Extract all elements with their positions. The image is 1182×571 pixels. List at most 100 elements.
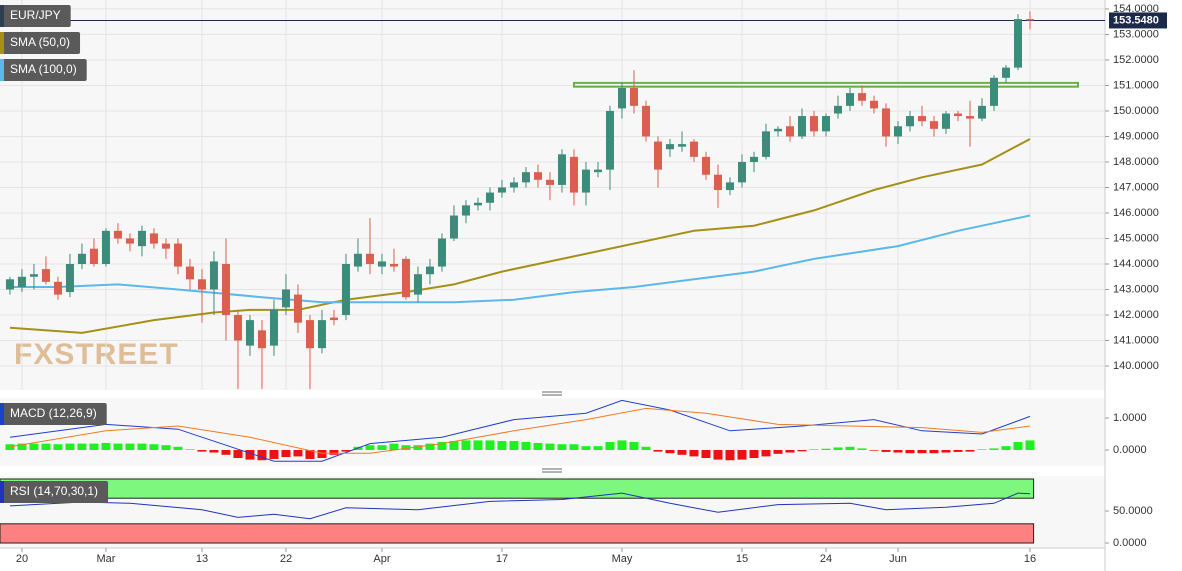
resistance-zone (572, 81, 1079, 88)
histogram-bar (305, 450, 315, 459)
candle-body (797, 116, 806, 137)
candle-body (41, 269, 50, 282)
histogram-bar (905, 450, 915, 454)
legend-item: RSI (14,70,30,1) (0, 481, 109, 503)
histogram-bar (341, 450, 351, 452)
y-tick-label: 153.0000 (1113, 28, 1159, 40)
candle-body (593, 169, 602, 173)
candle-body (701, 156, 710, 175)
histogram-bar (449, 441, 459, 450)
candle-body (629, 87, 638, 106)
candle-body (137, 230, 146, 247)
candle-body (293, 294, 302, 323)
indicator-line (9, 407, 1031, 454)
watermark: FXSTREET (14, 338, 179, 371)
legend-box (0, 403, 107, 425)
histogram-bar (137, 443, 147, 450)
candle-body (77, 253, 86, 264)
candle-body (281, 289, 290, 308)
candle-body (5, 279, 14, 290)
macd-panel (0, 398, 1105, 466)
histogram-bar (269, 450, 279, 459)
candle-body (425, 266, 434, 275)
histogram-bar (185, 449, 195, 450)
candle-body (665, 144, 674, 150)
candle-body (53, 281, 62, 295)
histogram-bar (113, 443, 123, 450)
candle-body (461, 205, 470, 216)
candle-body (29, 274, 38, 277)
legend-label: RSI (14,70,30,1) (10, 484, 98, 498)
candle-body (953, 113, 962, 117)
candle-body (485, 192, 494, 203)
legend-item: MACD (12,26,9) (0, 403, 107, 425)
candle-body (365, 253, 374, 264)
histogram-bar (605, 442, 615, 450)
histogram-bar (1001, 446, 1011, 450)
price-panel (0, 0, 1105, 390)
last-price-box (1109, 12, 1167, 29)
candle-body (893, 126, 902, 137)
histogram-bar (533, 442, 543, 450)
indicator-line (9, 399, 1031, 462)
y-tick-label: 144.0000 (1113, 258, 1159, 270)
candle-body (917, 116, 926, 122)
candle-body (329, 317, 338, 321)
histogram-bar (617, 440, 627, 450)
histogram-bar (557, 444, 567, 450)
histogram-bar (773, 450, 783, 454)
candle-body (161, 243, 170, 249)
histogram-bar (413, 445, 423, 450)
candle-body (413, 274, 422, 295)
candle-body (353, 253, 362, 267)
legend-box (0, 59, 87, 81)
histogram-bar (785, 450, 795, 453)
candle-body (221, 263, 230, 316)
candle-body (965, 116, 974, 119)
histogram-bar (857, 448, 867, 450)
histogram-bar (485, 440, 495, 450)
histogram-bar (281, 450, 291, 458)
y-tick-label: 146.0000 (1113, 207, 1159, 219)
legend-swatch (0, 59, 4, 81)
candle-body (821, 116, 830, 132)
legend-label: EUR/JPY (10, 8, 61, 22)
candle-body (65, 263, 74, 293)
legend-box (0, 5, 71, 27)
candle-body (1013, 19, 1022, 68)
candle-body (113, 230, 122, 239)
x-tick-label: 16 (1024, 553, 1036, 565)
histogram-bar (761, 450, 771, 457)
legend-swatch (0, 481, 4, 503)
histogram-bar (665, 450, 675, 454)
candle-body (521, 172, 530, 183)
candle-body (869, 100, 878, 109)
candle-body (197, 279, 206, 290)
histogram-bar (401, 445, 411, 450)
candle-body (233, 315, 242, 341)
histogram-bar (893, 450, 903, 453)
candle-body (473, 202, 482, 206)
candle-body (377, 261, 386, 267)
histogram-bar (17, 443, 27, 450)
candle-body (569, 156, 578, 193)
y-tick-label: 141.0000 (1113, 334, 1159, 346)
y-tick-label: 154.0000 (1113, 3, 1159, 15)
histogram-bar (569, 444, 579, 450)
candle-body (533, 172, 542, 180)
rsi-band (0, 478, 1035, 499)
y-tick-label: 148.0000 (1113, 156, 1159, 168)
x-tick-label: May (612, 553, 633, 565)
histogram-bar (797, 450, 807, 452)
histogram-bar (809, 449, 819, 450)
histogram-bar (677, 450, 687, 455)
candle-body (653, 141, 662, 170)
candle-body (881, 108, 890, 137)
histogram-bar (425, 443, 435, 450)
candle-body (173, 243, 182, 267)
candle-body (101, 230, 110, 264)
histogram-bar (101, 442, 111, 450)
histogram-bar (521, 442, 531, 450)
candle-body (209, 261, 218, 290)
